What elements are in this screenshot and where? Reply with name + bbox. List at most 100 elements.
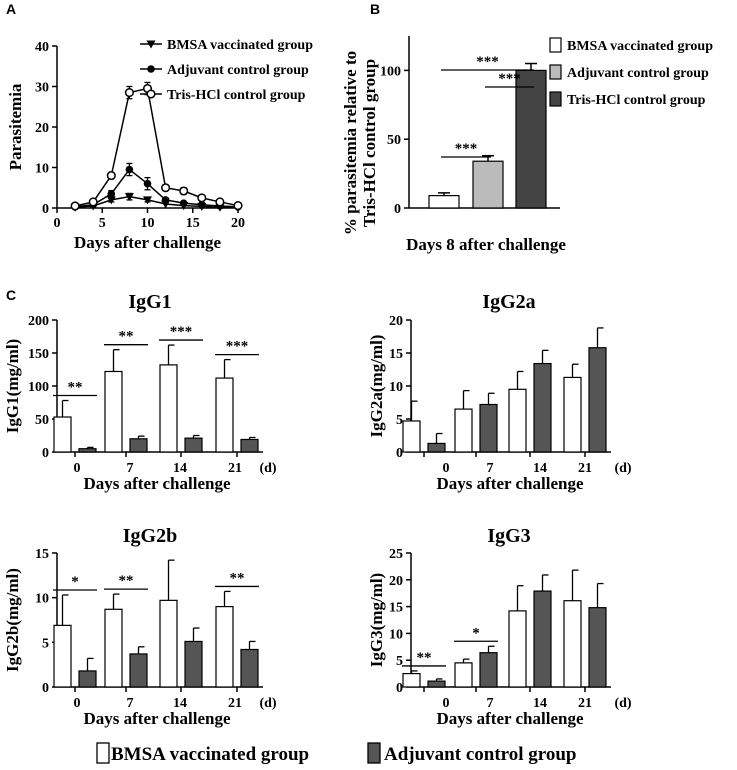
- chart-a-y-tick-label: 30: [35, 81, 49, 96]
- chart-a-y-label: Parasitemia: [6, 83, 25, 170]
- y-tick-label: 0: [42, 681, 49, 696]
- significance-stars: **: [230, 570, 245, 586]
- chart-b-bar: [515, 69, 547, 209]
- chart-a-x-label: Days after challenge: [74, 233, 221, 252]
- chart-a-y-tick-label: 20: [35, 121, 49, 136]
- bar: [104, 608, 123, 688]
- x-axis-label: Days after challenge: [84, 709, 231, 728]
- chart-a-x-tick-label: 10: [141, 216, 155, 231]
- chart-a-point: [143, 196, 152, 205]
- x-unit-label: (d): [614, 696, 631, 711]
- chart-a-point: [143, 179, 152, 188]
- y-tick-label: 15: [35, 547, 49, 562]
- y-tick-label: 0: [396, 681, 403, 696]
- bar: [129, 653, 148, 688]
- chart-b-significance-stars: ***: [455, 141, 478, 157]
- y-axis-label: IgG3(mg/ml): [367, 573, 386, 667]
- chart-a-point: [197, 193, 207, 203]
- x-tick-label: 7: [127, 461, 134, 476]
- chart-b-x-label: Days 8 after challenge: [406, 235, 566, 254]
- bar: [479, 652, 498, 688]
- chart-a-legend-marker: [147, 65, 155, 73]
- chart-a-x-tick-label: 20: [231, 216, 245, 231]
- significance-stars: **: [68, 380, 83, 396]
- y-tick-label: 150: [28, 347, 49, 362]
- bar: [402, 672, 421, 688]
- chart-a-point: [124, 88, 134, 98]
- legend-swatch-bmsa: [96, 742, 110, 764]
- significance-stars: *: [472, 625, 480, 641]
- chart-a-point: [161, 183, 171, 193]
- chart-a-series-line: [75, 168, 239, 208]
- chart-a-x-tick-label: 0: [54, 216, 61, 231]
- x-tick-label: 14: [173, 696, 187, 711]
- chart-b-bar: [472, 160, 504, 209]
- significance-stars: *: [71, 574, 79, 590]
- chart-a-y-tick-label: 40: [35, 40, 49, 55]
- bar: [533, 590, 552, 688]
- chart-title: IgG3: [487, 525, 530, 547]
- chart-b-significance-stars: ***: [498, 71, 521, 87]
- chart-b-y-tick-label: 50: [387, 133, 401, 148]
- bar: [427, 680, 446, 688]
- chart-b-y-label-line2: Tris-HCl control group: [360, 59, 379, 227]
- x-tick-label: 14: [173, 461, 187, 476]
- legend-label-bmsa: BMSA vaccinated group: [111, 744, 309, 765]
- y-tick-label: 200: [28, 314, 49, 329]
- chart-title: IgG2a: [482, 291, 535, 313]
- x-tick-label: 21: [578, 461, 592, 476]
- chart-a-point: [125, 165, 134, 174]
- chart-a-point: [233, 201, 243, 211]
- x-tick-label: 7: [127, 696, 134, 711]
- chart-b-y-tick-label: 0: [394, 202, 401, 217]
- x-tick-label: 0: [443, 696, 450, 711]
- panel-label-c: C: [6, 287, 16, 303]
- bar: [240, 438, 259, 453]
- y-tick-label: 20: [389, 574, 403, 589]
- chart-a-point: [107, 190, 116, 198]
- bar: [479, 403, 498, 453]
- bar: [427, 442, 446, 453]
- chart-igg1: IgG1 0 50 100 150 200 IgG1(mg/ml) 0 ** 7 ** 14 *** 21…: [3, 291, 277, 493]
- y-axis-label: IgG1(mg/ml): [3, 339, 22, 433]
- y-tick-label: 10: [35, 592, 49, 607]
- y-tick-label: 5: [396, 413, 403, 428]
- chart-a-legend-marker: [146, 89, 156, 99]
- chart-a-legend-marker: [146, 40, 156, 49]
- bar: [508, 610, 527, 688]
- y-tick-label: 0: [396, 446, 403, 461]
- x-axis-label: Days after challenge: [437, 474, 584, 493]
- legend-swatch-adjuvant: [367, 742, 381, 764]
- bar: [454, 408, 473, 453]
- x-unit-label: (d): [259, 696, 276, 711]
- x-tick-label: 21: [578, 696, 592, 711]
- panel-label-b: B: [370, 1, 380, 17]
- significance-stars: ***: [170, 324, 193, 340]
- chart-igg2b: IgG2b 0 5 10 15 IgG2b(mg/ml) 0 * 7 ** 14 21 ** (d) Day…: [3, 525, 277, 728]
- chart-a-point: [198, 200, 206, 209]
- chart-b-legend-label: Adjuvant control group: [567, 66, 709, 81]
- bar: [78, 670, 97, 688]
- chart-title: IgG1: [128, 291, 171, 313]
- bar: [533, 362, 552, 453]
- chart-a-point: [70, 201, 80, 211]
- chart-a-point: [106, 171, 116, 181]
- bar: [215, 377, 234, 453]
- x-tick-label: 0: [443, 461, 450, 476]
- bar: [454, 662, 473, 688]
- x-unit-label: (d): [259, 461, 276, 476]
- chart-b-y-label-line1: % parasitemia relative to: [341, 51, 360, 235]
- x-axis-label: Days after challenge: [437, 709, 584, 728]
- chart-a-point: [161, 196, 170, 204]
- significance-stars: **: [417, 650, 432, 666]
- chart-a-point: [88, 197, 98, 207]
- chart-b-bar: [428, 195, 460, 209]
- x-tick-label: 7: [487, 696, 494, 711]
- bar: [184, 437, 203, 453]
- legend-label-adjuvant: Adjuvant control group: [384, 744, 577, 765]
- bar: [78, 448, 97, 453]
- x-tick-label: 21: [228, 461, 242, 476]
- chart-a-legend-label: BMSA vaccinated group: [167, 38, 313, 53]
